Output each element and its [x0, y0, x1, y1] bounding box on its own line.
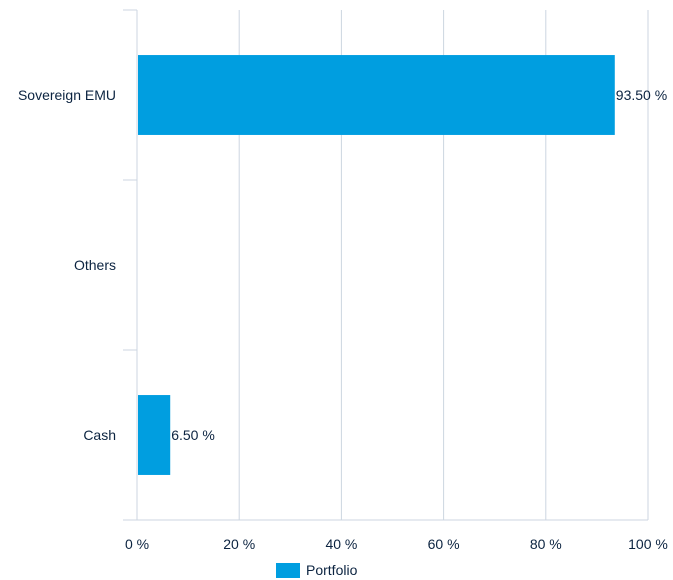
- x-tick-label: 40 %: [325, 536, 357, 552]
- label-layer: Sovereign EMU 93.50 % Others Cash 6.50 %: [18, 87, 667, 443]
- category-label: Cash: [83, 427, 116, 443]
- data-label: 6.50 %: [171, 427, 215, 443]
- axis-layer: 0 % 20 % 40 % 60 % 80 % 100 %: [123, 9, 668, 552]
- category-label: Others: [74, 257, 116, 273]
- legend-label: Portfolio: [306, 562, 358, 578]
- bar-layer: [138, 55, 615, 475]
- x-tick-label: 100 %: [628, 536, 668, 552]
- data-label: 93.50 %: [616, 87, 667, 103]
- legend-swatch: [276, 563, 300, 578]
- category-label: Sovereign EMU: [18, 87, 116, 103]
- x-tick-label: 0 %: [125, 536, 149, 552]
- x-tick-label: 80 %: [530, 536, 562, 552]
- bar: [138, 395, 171, 475]
- x-tick-label: 60 %: [428, 536, 460, 552]
- bar: [138, 55, 615, 135]
- x-tick-label: 20 %: [223, 536, 255, 552]
- legend: Portfolio: [276, 562, 358, 578]
